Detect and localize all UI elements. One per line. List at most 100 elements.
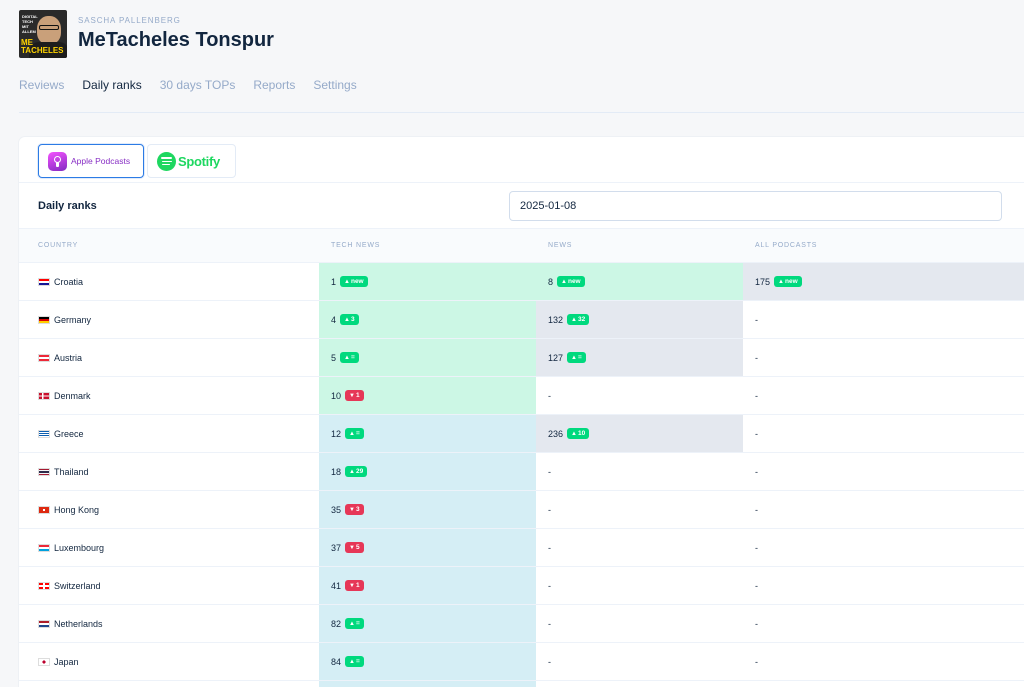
rank-change-badge: ▼ 5 [345, 542, 364, 553]
daily-ranks-header: Daily ranks [19, 183, 1024, 228]
arrow-up-icon: ▲ [349, 620, 355, 627]
tabs-divider [19, 112, 1024, 113]
table-row [19, 681, 1024, 687]
spotify-button[interactable]: Spotify [147, 144, 236, 178]
news-cell: 132 ▲ 32 [536, 301, 743, 338]
all-podcasts-cell: - [743, 529, 1024, 566]
column-header-news: NEWS [548, 242, 573, 249]
news-cell [536, 681, 743, 687]
rank-value: - [548, 466, 551, 477]
country-name: Greece [54, 428, 84, 439]
table-row: Denmark 10 ▼ 1- - [19, 377, 1024, 415]
country-cell: Austria [19, 339, 319, 376]
table-row: Netherlands 82 ▲ = - - [19, 605, 1024, 643]
country-cell: Switzerland [19, 567, 319, 604]
rank-change-badge: ▲ = [345, 656, 364, 667]
rank-value: - [755, 504, 758, 515]
table-row: Germany 4 ▲ 3 132 ▲ 32- [19, 301, 1024, 339]
rank-change-badge: ▲ 32 [567, 314, 590, 325]
tech-news-cell: 10 ▼ 1 [319, 377, 536, 414]
table-row: Japan 84 ▲ = - - [19, 643, 1024, 681]
apple-podcasts-label: Apple Podcasts [71, 156, 131, 166]
rank-change-badge: ▲ new [340, 276, 368, 287]
date-input[interactable] [509, 191, 1002, 221]
rank-value: - [755, 656, 758, 667]
table-row: Austria 5 ▲ = 127 ▲ = - [19, 339, 1024, 377]
flag-icon [38, 391, 50, 400]
tab-reports[interactable]: Reports [253, 78, 296, 92]
tech-news-cell: 1 ▲ new [319, 263, 536, 300]
news-cell: - [536, 453, 743, 490]
rank-change-badge: ▲ 10 [567, 428, 590, 439]
tech-news-cell [319, 681, 536, 687]
news-cell: - [536, 643, 743, 680]
rank-change-badge: ▲ = [340, 352, 359, 363]
country-name: Switzerland [54, 580, 101, 591]
tab-reviews[interactable]: Reviews [19, 78, 65, 92]
tab-30-days-tops[interactable]: 30 days TOPs [159, 78, 236, 92]
rank-value: - [755, 466, 758, 477]
flag-icon [38, 657, 50, 666]
tech-news-cell: 37 ▼ 5 [319, 529, 536, 566]
rank-value: 236 [548, 428, 564, 439]
tech-news-cell: 18 ▲ 29 [319, 453, 536, 490]
rank-change-value: 1 [355, 392, 360, 399]
rank-change-value: = [355, 620, 360, 627]
flag-icon [38, 505, 50, 514]
rank-value: 127 [548, 352, 564, 363]
all-podcasts-cell: - [743, 415, 1024, 452]
tab-settings[interactable]: Settings [313, 78, 357, 92]
rank-change-value: = [577, 354, 582, 361]
all-podcasts-cell: - [743, 491, 1024, 528]
country-cell: Denmark [19, 377, 319, 414]
rank-change-value: 3 [355, 506, 360, 513]
podcast-header: DIGITAL TECH MIT ALLEM ME TACHELES SASCH… [0, 0, 1024, 113]
rank-change-badge: ▲ = [345, 428, 364, 439]
table-row: Croatia 1 ▲ new 8 ▲ new 175 ▲ new [19, 263, 1024, 301]
rank-change-badge: ▲ new [557, 276, 585, 287]
flag-icon [38, 467, 50, 476]
rank-value: - [755, 542, 758, 553]
flag-icon [38, 619, 50, 628]
rank-value: - [755, 428, 758, 439]
tech-news-cell: 82 ▲ = [319, 605, 536, 642]
apple-podcasts-icon [48, 151, 67, 171]
rank-change-badge: ▼ 1 [345, 390, 364, 401]
arrow-down-icon: ▼ [349, 544, 355, 551]
rank-change-value: new [784, 278, 798, 285]
country-name: Croatia [54, 276, 84, 287]
rank-value: - [755, 390, 758, 401]
rank-change-badge: ▲ = [567, 352, 586, 363]
country-cell: Thailand [19, 453, 319, 490]
rank-change-badge: ▲ 29 [345, 466, 368, 477]
daily-ranks-card: Apple Podcasts Spotify Daily ranks COUNT… [19, 137, 1024, 687]
rank-value: 8 [548, 276, 554, 287]
arrow-up-icon: ▲ [344, 354, 350, 361]
news-cell: - [536, 491, 743, 528]
rank-change-badge: ▲ new [774, 276, 802, 287]
country-name: Japan [54, 656, 79, 667]
table-row: Thailand 18 ▲ 29 - - [19, 453, 1024, 491]
news-cell: 236 ▲ 10 [536, 415, 743, 452]
podcast-title: MeTacheles Tonspur [78, 29, 274, 51]
rank-value: 4 [331, 314, 337, 325]
rank-change-value: new [567, 278, 581, 285]
country-cell: Japan [19, 643, 319, 680]
news-cell: - [536, 529, 743, 566]
tech-news-cell: 84 ▲ = [319, 643, 536, 680]
rank-value: - [548, 618, 551, 629]
arrow-up-icon: ▲ [561, 278, 567, 285]
tech-news-cell: 35 ▼ 3 [319, 491, 536, 528]
rank-change-value: 32 [577, 316, 586, 323]
rank-value: - [548, 580, 551, 591]
rank-table-body: Croatia 1 ▲ new 8 ▲ new 175 ▲ new Germany 4 ▲ 3 132 ▲ 32… [19, 263, 1024, 687]
tab-daily-ranks[interactable]: Daily ranks [82, 78, 142, 113]
country-cell [19, 681, 319, 687]
apple-podcasts-button[interactable]: Apple Podcasts [38, 144, 144, 178]
arrow-up-icon: ▲ [571, 430, 577, 437]
arrow-up-icon: ▲ [344, 278, 350, 285]
rank-value: - [755, 314, 758, 325]
arrow-up-icon: ▲ [571, 316, 577, 323]
rank-change-value: new [350, 278, 364, 285]
all-podcasts-cell: - [743, 567, 1024, 604]
